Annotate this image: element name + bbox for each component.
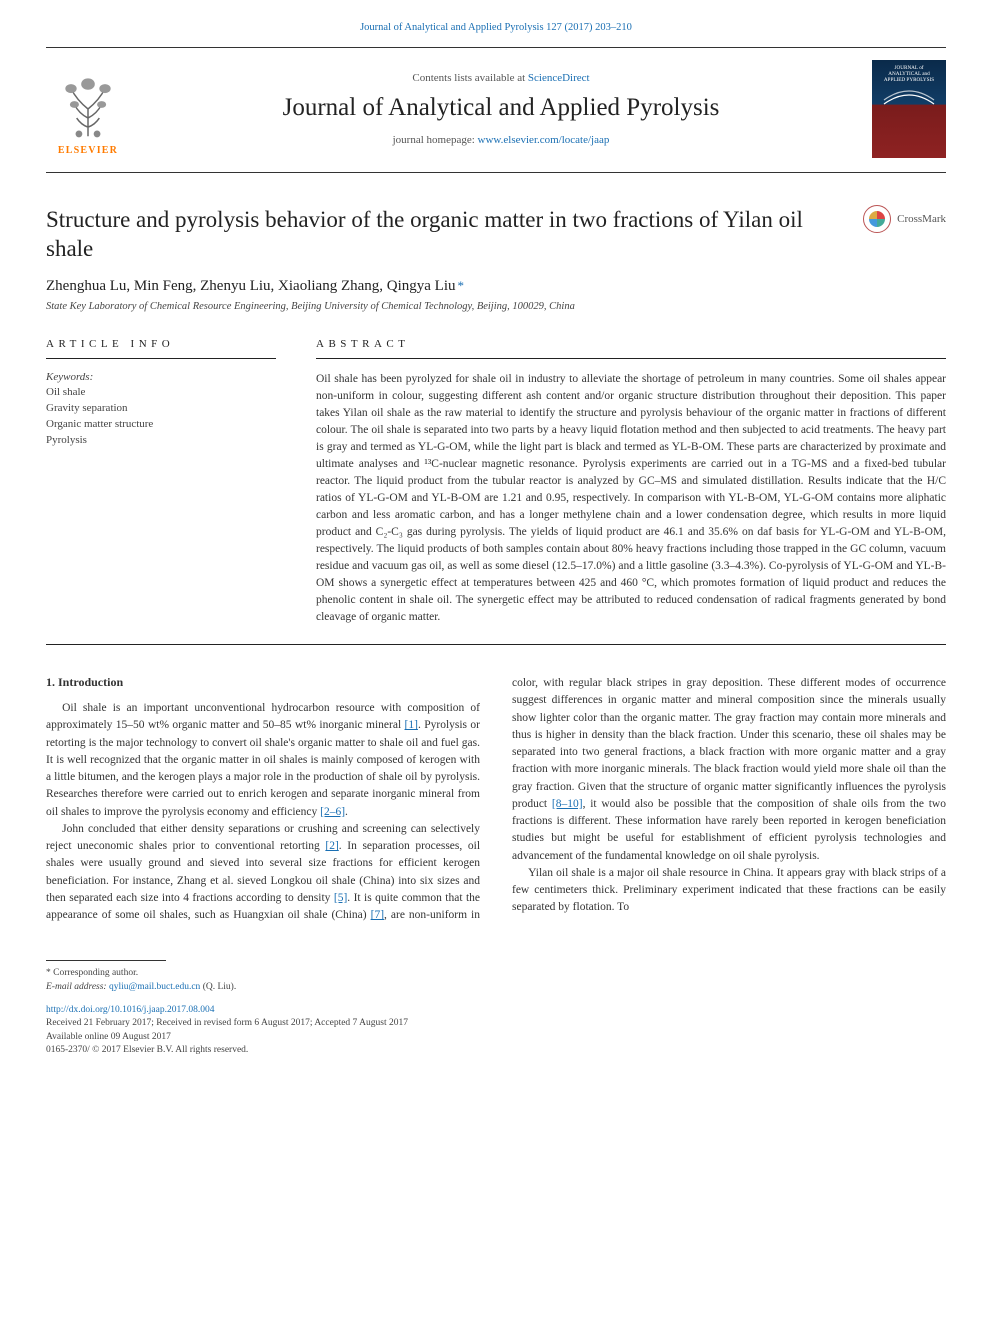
ref-link[interactable]: [1] [405, 719, 418, 731]
homepage-prefix: journal homepage: [393, 134, 478, 146]
email-label: E-mail address: [46, 982, 109, 992]
section-heading-intro: 1. Introduction [46, 675, 480, 690]
footnotes: * Corresponding author. E-mail address: … [46, 952, 946, 1057]
article-title: Structure and pyrolysis behavior of the … [46, 205, 816, 264]
affiliation: State Key Laboratory of Chemical Resourc… [46, 301, 946, 312]
crossmark-icon [863, 205, 891, 233]
ref-link[interactable]: [7] [371, 909, 384, 921]
abstract-text: Oil shale has been pyrolyzed for shale o… [316, 371, 946, 626]
running-head: Journal of Analytical and Applied Pyroly… [46, 22, 946, 33]
ref-link[interactable]: [8–10] [552, 798, 583, 810]
article-info-column: ARTICLE INFO Keywords: Oil shale Gravity… [46, 338, 276, 626]
cover-swoosh-icon [882, 90, 936, 106]
homepage-link[interactable]: www.elsevier.com/locate/jaap [478, 134, 610, 146]
masthead: ELSEVIER Contents lists available at Sci… [46, 47, 946, 173]
corresponding-note: * Corresponding author. [46, 967, 946, 980]
body-paragraph: Yilan oil shale is a major oil shale res… [512, 865, 946, 917]
elsevier-wordmark: ELSEVIER [58, 145, 118, 156]
corr-text: Corresponding author. [51, 968, 138, 978]
crossmark-widget[interactable]: CrossMark [863, 205, 946, 233]
sciencedirect-link[interactable]: ScienceDirect [528, 72, 590, 84]
keyword-item: Gravity separation [46, 401, 276, 417]
received-line: Received 21 February 2017; Received in r… [46, 1017, 946, 1030]
crossmark-label: CrossMark [897, 213, 946, 225]
ref-link[interactable]: [2–6] [320, 806, 345, 818]
homepage-line: journal homepage: www.elsevier.com/locat… [130, 134, 872, 146]
keywords-label: Keywords: [46, 371, 276, 383]
authors: Zhenghua Lu, Min Feng, Zhenyu Liu, Xiaol… [46, 278, 946, 295]
corresponding-email-link[interactable]: qyliu@mail.buct.edu.cn [109, 982, 200, 992]
contents-prefix: Contents lists available at [412, 72, 527, 84]
abstract-heading: ABSTRACT [316, 338, 946, 359]
journal-cover-thumb: JOURNAL of ANALYTICAL and APPLIED PYROLY… [872, 60, 946, 158]
ref-link[interactable]: [2] [325, 840, 338, 852]
keywords-list: Oil shale Gravity separation Organic mat… [46, 385, 276, 449]
keyword-item: Oil shale [46, 385, 276, 401]
elsevier-logo: ELSEVIER [46, 62, 130, 156]
ref-link[interactable]: [5] [334, 892, 347, 904]
author-names: Zhenghua Lu, Min Feng, Zhenyu Liu, Xiaol… [46, 278, 456, 294]
abstract-column: ABSTRACT Oil shale has been pyrolyzed fo… [316, 338, 946, 626]
article-info-heading: ARTICLE INFO [46, 338, 276, 359]
email-owner: (Q. Liu). [200, 982, 236, 992]
contents-line: Contents lists available at ScienceDirec… [130, 72, 872, 84]
available-line: Available online 09 August 2017 [46, 1031, 946, 1044]
body-paragraph: Oil shale is an important unconventional… [46, 700, 480, 821]
email-line: E-mail address: qyliu@mail.buct.edu.cn (… [46, 981, 946, 994]
section-rule [46, 644, 946, 645]
journal-name: Journal of Analytical and Applied Pyroly… [130, 94, 872, 122]
body-two-column: 1. Introduction Oil shale is an importan… [46, 675, 946, 924]
cover-line-3: APPLIED PYROLYSIS [884, 78, 934, 84]
corresponding-marker: * [458, 278, 465, 293]
elsevier-tree-icon [54, 75, 122, 143]
doi-link[interactable]: http://dx.doi.org/10.1016/j.jaap.2017.08… [46, 1005, 214, 1015]
keyword-item: Pyrolysis [46, 433, 276, 449]
footnote-rule [46, 960, 166, 961]
copyright-line: 0165-2370/ © 2017 Elsevier B.V. All righ… [46, 1044, 946, 1057]
keyword-item: Organic matter structure [46, 417, 276, 433]
